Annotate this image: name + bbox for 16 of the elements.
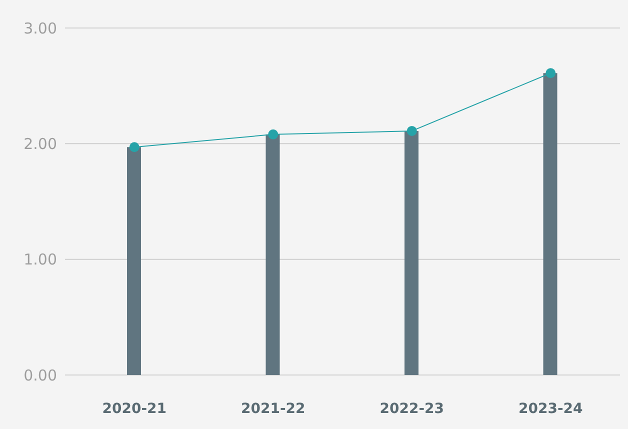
point: [406, 126, 417, 136]
y-tick-label: 1.00: [24, 250, 57, 269]
bar: [404, 130, 418, 375]
x-tick-label: 2022-23: [380, 400, 444, 417]
x-tick-label: 2023-24: [518, 400, 584, 417]
x-tick-label: 2021-22: [240, 400, 306, 417]
x-tick-label: 2020-21: [102, 400, 167, 417]
y-tick-label: 3.00: [24, 19, 57, 38]
y-tick-label: 2.00: [24, 134, 57, 153]
point: [129, 142, 140, 152]
bar: [127, 147, 141, 375]
bar: [266, 134, 280, 375]
y-tick-label: 0.00: [24, 366, 57, 384]
bar: [543, 73, 558, 375]
point: [546, 68, 556, 78]
point: [268, 129, 278, 140]
